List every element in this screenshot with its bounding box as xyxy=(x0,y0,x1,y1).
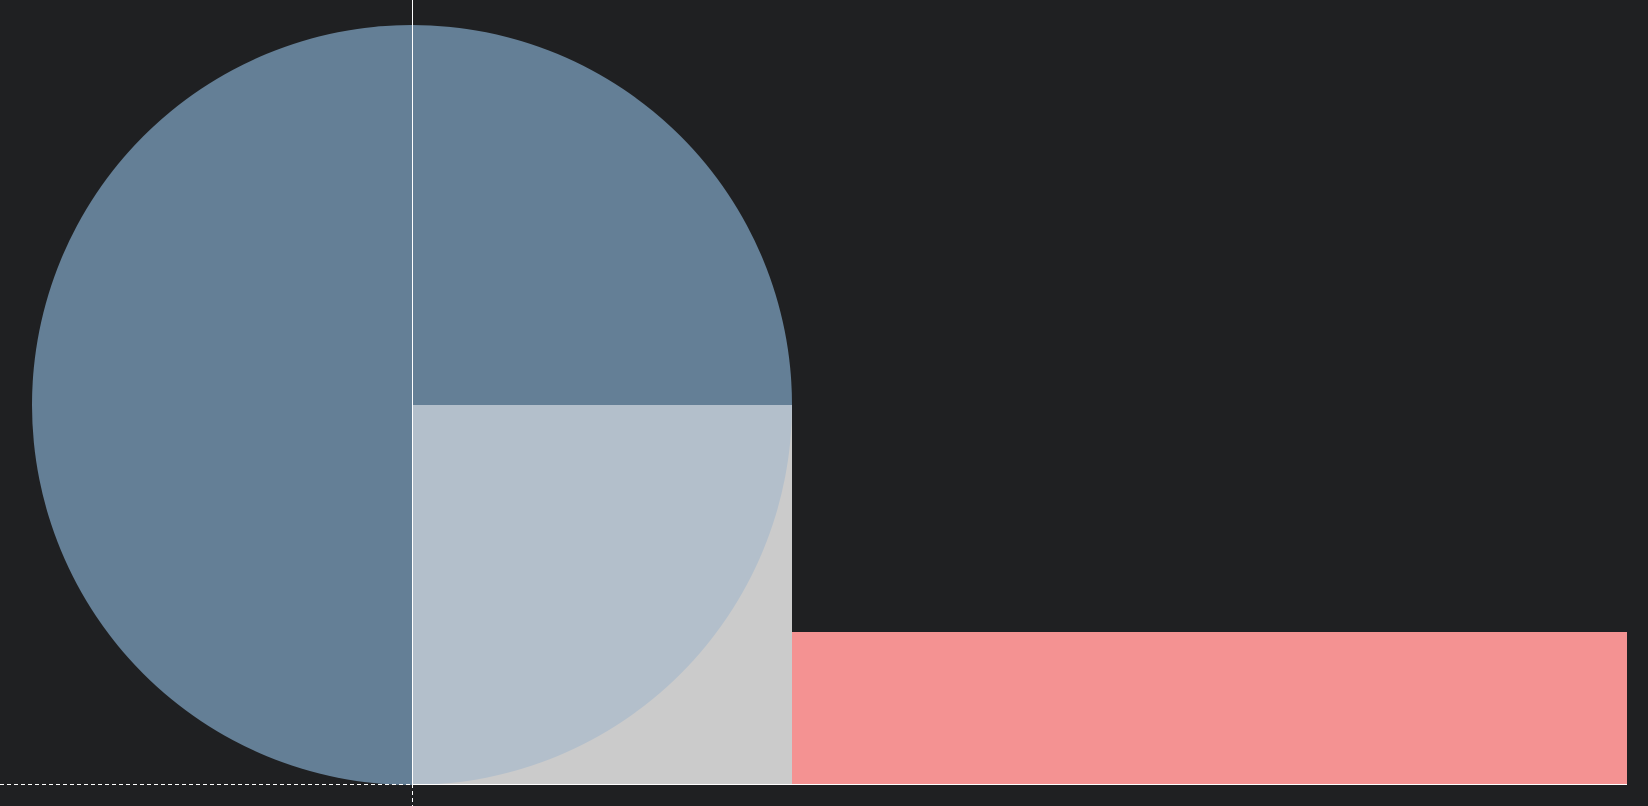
circle-left-half xyxy=(32,25,412,785)
circle-upper-right-quarter xyxy=(412,25,792,405)
pink-bar xyxy=(792,632,1627,784)
circle-lower-right-quarter xyxy=(412,405,792,785)
